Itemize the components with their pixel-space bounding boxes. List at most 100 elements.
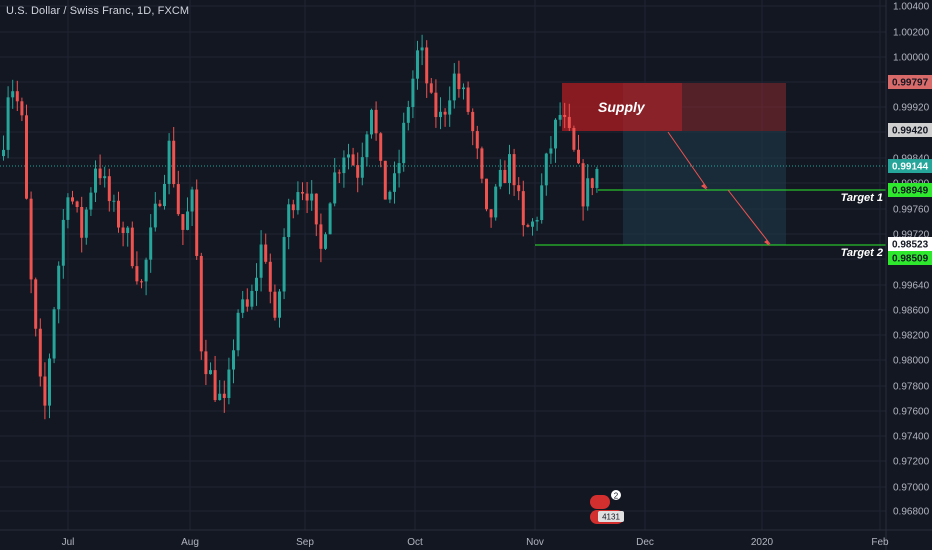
price-tick-label: 0.96800 — [893, 507, 930, 518]
candle-up — [255, 277, 258, 291]
candle-up — [448, 100, 452, 115]
target-1-label: Target 1 — [841, 192, 883, 204]
candle-down — [158, 203, 162, 207]
candle-down — [517, 185, 521, 192]
candle-down — [374, 109, 378, 134]
chart-annotations: Supply Target 1 Target 2 — [598, 99, 883, 259]
candle-down — [314, 193, 318, 225]
candle-down — [71, 197, 74, 202]
candle-down — [379, 133, 383, 161]
price-tag — [888, 237, 932, 251]
candle-up — [232, 350, 235, 370]
price-tag — [888, 75, 932, 89]
candle-up — [61, 219, 65, 266]
price-tick-label: 0.98000 — [893, 356, 930, 367]
candle-down — [443, 111, 447, 115]
candle-down — [121, 227, 125, 233]
candle-up — [57, 265, 61, 310]
time-tick-label: Jul — [62, 537, 75, 548]
candle-down — [337, 172, 341, 174]
candle-up — [186, 211, 189, 230]
price-tag — [888, 123, 932, 137]
candle-up — [452, 73, 456, 101]
candle-down — [38, 328, 42, 377]
stop-zone — [623, 83, 786, 131]
candle-up — [52, 309, 56, 359]
candle-up — [103, 176, 107, 179]
chart-grid — [0, 0, 886, 530]
candle-up — [11, 91, 15, 98]
candle-down — [98, 168, 102, 179]
candle-up — [218, 393, 222, 401]
candle-down — [480, 148, 484, 179]
time-axis: Jul Aug Sep Oct Nov Dec 2020 Feb — [62, 537, 889, 548]
candle-down — [15, 91, 19, 102]
candle-up — [190, 189, 194, 212]
target-lines — [535, 131, 886, 246]
candle-up — [347, 154, 350, 158]
arrow-head-1 — [701, 184, 707, 190]
candle-down — [301, 192, 304, 194]
candle-up — [554, 119, 557, 149]
candle-down — [25, 115, 28, 199]
price-tag-label: 0.98949 — [892, 186, 929, 197]
price-tick-label: 0.99920 — [893, 103, 930, 114]
time-tick-label: Sep — [296, 537, 314, 548]
candle-up — [167, 140, 171, 184]
price-tag — [888, 183, 932, 197]
price-tag-label: 0.98523 — [892, 240, 929, 251]
candle-down — [29, 198, 33, 280]
candle-up — [2, 149, 5, 157]
price-tick-label: 0.98600 — [893, 306, 930, 317]
candle-up — [360, 157, 364, 178]
arrow-to-target-2 — [727, 189, 771, 245]
candle-down — [305, 193, 309, 201]
candlestick-series — [2, 34, 599, 420]
price-tick-label: 0.97200 — [893, 457, 930, 468]
candle-down — [526, 225, 530, 227]
candle-down — [291, 204, 295, 211]
candle-down — [75, 201, 79, 207]
candle-up — [508, 154, 511, 184]
candle-down — [590, 178, 594, 188]
candle-down — [425, 47, 429, 84]
price-tick-label: 0.97600 — [893, 407, 930, 418]
candle-up — [365, 134, 369, 158]
candle-up — [48, 358, 51, 406]
price-tick-label: 0.98200 — [893, 331, 930, 342]
time-tick-label: Feb — [871, 537, 889, 548]
event-badges[interactable]: 2 4131 — [590, 490, 624, 524]
candle-up — [259, 244, 263, 278]
candle-up — [586, 178, 590, 207]
price-tick-label: 0.99760 — [893, 205, 930, 216]
candle-down — [572, 128, 576, 150]
candle-down — [34, 279, 38, 329]
candle-up — [84, 209, 88, 238]
candle-up — [227, 369, 231, 398]
candle-down — [466, 87, 470, 112]
candle-down — [135, 266, 139, 282]
candle-up — [558, 114, 562, 120]
price-tag — [888, 251, 932, 265]
candle-down — [471, 111, 475, 132]
candle-up — [494, 186, 498, 218]
time-tick-label: 2020 — [751, 537, 774, 548]
candle-down — [521, 191, 525, 226]
candle-down — [117, 200, 120, 228]
candle-down — [245, 299, 249, 307]
price-tag-label: 0.98509 — [892, 254, 929, 265]
candle-up — [406, 107, 410, 123]
candle-down — [383, 160, 387, 200]
candle-down — [264, 244, 268, 262]
candle-down — [20, 101, 24, 116]
candle-down — [204, 351, 208, 375]
candle-up — [416, 50, 419, 79]
candle-up — [549, 148, 553, 154]
candle-up — [333, 172, 337, 204]
candle-up — [236, 312, 240, 351]
time-tick-label: Oct — [407, 537, 423, 548]
candle-up — [112, 200, 116, 202]
price-tag-label: 0.99144 — [892, 162, 929, 173]
